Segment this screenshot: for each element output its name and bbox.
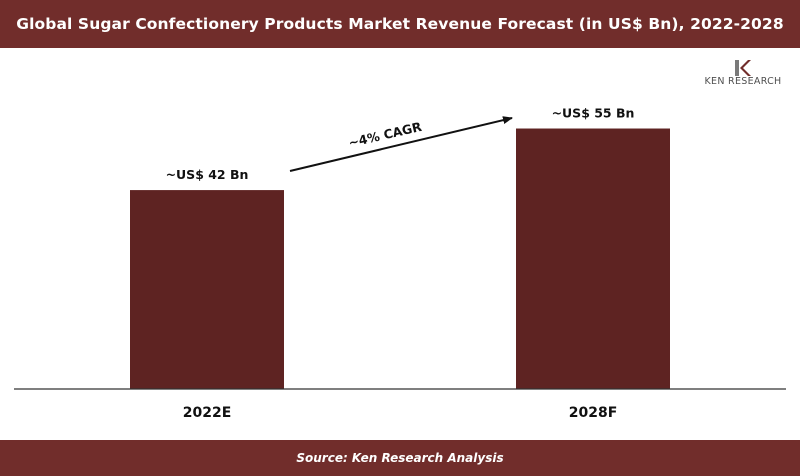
x-tick-label-2022e: 2022E	[183, 405, 232, 421]
x-tick-label-2028f: 2028F	[569, 405, 618, 421]
chart-title: Global Sugar Confectionery Products Mark…	[0, 0, 800, 48]
bar-chart: ~US$ 42 Bn 2022E ~US$ 55 Bn 2028F ~4% CAGR	[14, 106, 786, 421]
source-note: Source: Ken Research Analysis	[0, 440, 800, 476]
data-label-2028f: ~US$ 55 Bn	[552, 106, 635, 121]
bar-2022e	[130, 190, 284, 389]
bar-2028f	[516, 128, 670, 389]
cagr-arrow	[289, 116, 513, 172]
data-label-2022e: ~US$ 42 Bn	[166, 167, 249, 182]
logo-text: KEN RESEARCH	[704, 76, 782, 87]
ken-research-logo-icon	[735, 60, 751, 76]
ken-research-logo: KEN RESEARCH	[688, 58, 798, 94]
cagr-annotation: ~4% CAGR	[347, 119, 424, 151]
